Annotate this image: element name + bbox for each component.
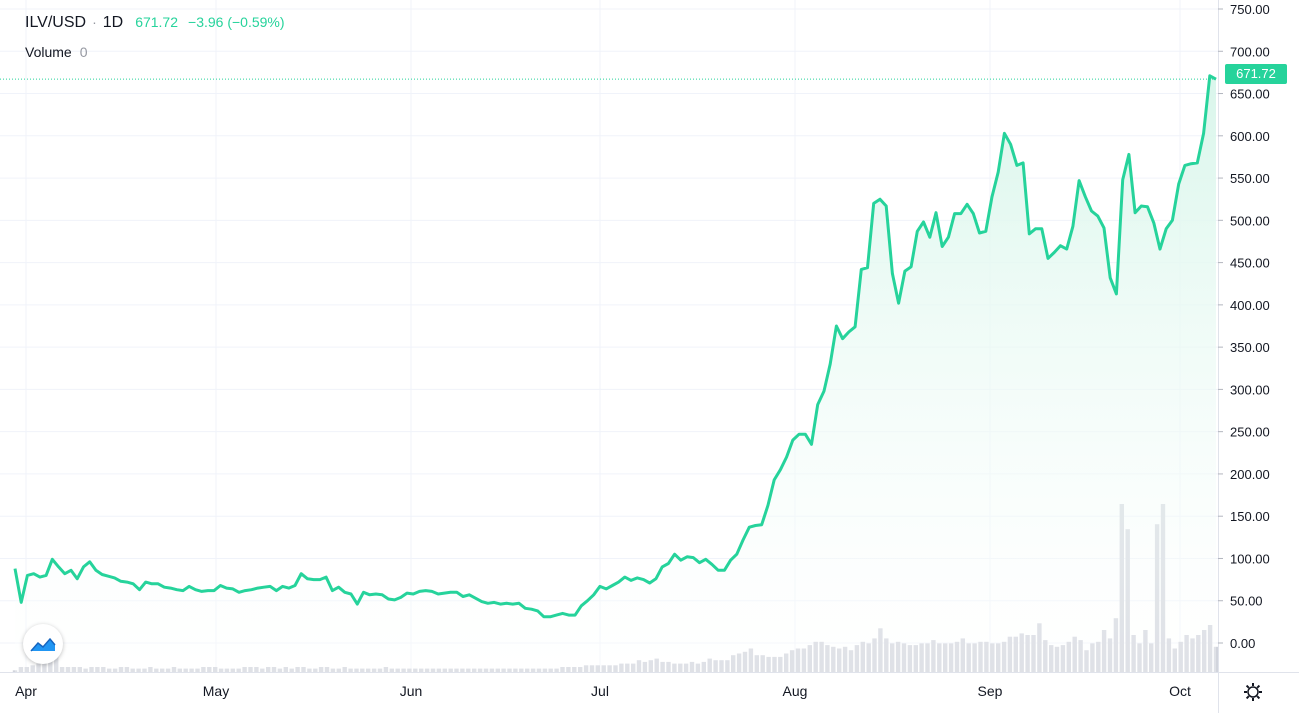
volume-label: Volume — [25, 44, 72, 60]
x-tick-label: Jul — [591, 683, 609, 699]
tradingview-logo-icon[interactable] — [23, 624, 63, 664]
x-tick-label: Apr — [15, 683, 37, 699]
last-price-tag: 671.72 — [1225, 64, 1287, 84]
chart-legend: ILV/USD · 1D 671.72 −3.96 (−0.59%) — [25, 14, 285, 32]
x-tick-label: Jun — [400, 683, 423, 699]
last-price: 671.72 — [135, 14, 179, 30]
y-tick-label: 350.00 — [1230, 340, 1270, 355]
y-tick-label: 150.00 — [1230, 509, 1270, 524]
y-tick-label: 300.00 — [1230, 382, 1270, 397]
price-change: −3.96 (−0.59%) — [188, 14, 285, 30]
price-area-fill — [15, 75, 1216, 673]
y-tick-label: 0.00 — [1230, 636, 1255, 651]
x-tick-label: May — [203, 683, 229, 699]
price-axis[interactable]: 750.00 700.00 650.00 600.00 550.00 500.00 450.… — [1218, 0, 1270, 713]
y-tick-label: 550.00 — [1230, 171, 1270, 186]
y-tick-label: 400.00 — [1230, 298, 1270, 313]
y-tick-label: 600.00 — [1230, 129, 1270, 144]
price-area — [15, 75, 1216, 673]
y-tick-label: 650.00 — [1230, 87, 1270, 102]
interval-label[interactable]: 1D — [102, 14, 124, 31]
y-tick-label: 200.00 — [1230, 467, 1270, 482]
y-tick-label: 500.00 — [1230, 213, 1270, 228]
symbol-name[interactable]: ILV/USD — [25, 14, 87, 31]
x-tick-label: Aug — [783, 683, 808, 699]
volume-value: 0 — [79, 44, 88, 60]
gear-icon[interactable] — [1240, 679, 1266, 705]
x-tick-label: Sep — [978, 683, 1003, 699]
y-tick-label: 50.00 — [1230, 594, 1263, 609]
y-tick-label: 750.00 — [1230, 2, 1270, 17]
y-tick-label: 450.00 — [1230, 256, 1270, 271]
y-tick-label: 100.00 — [1230, 551, 1270, 566]
time-axis[interactable]: Apr May Jun Jul Aug Sep Oct — [0, 672, 1299, 700]
x-tick-label: Oct — [1169, 683, 1191, 699]
price-line — [0, 74, 1218, 619]
y-tick-label: 700.00 — [1230, 44, 1270, 59]
volume-legend: Volume 0 — [25, 44, 88, 60]
price-series-line — [13, 74, 1217, 619]
legend-separator: · — [92, 14, 97, 30]
y-tick-label: 250.00 — [1230, 425, 1270, 440]
